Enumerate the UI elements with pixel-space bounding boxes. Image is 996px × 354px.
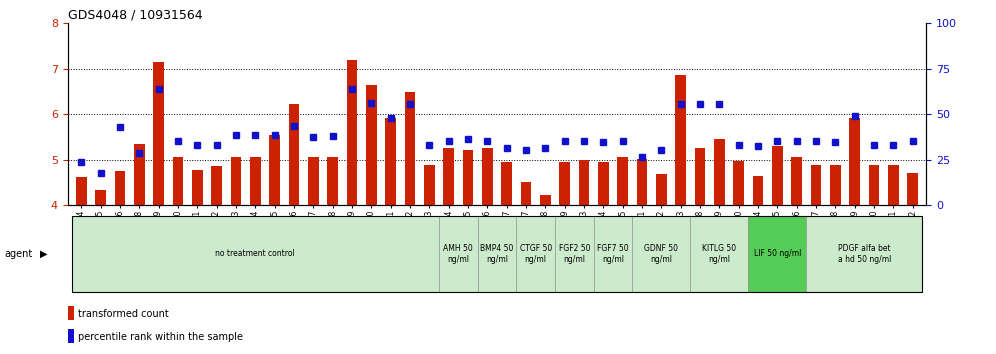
Text: FGF7 50
ng/ml: FGF7 50 ng/ml [598, 244, 628, 264]
Text: agent: agent [4, 249, 32, 259]
Bar [792, 158, 802, 205]
Text: GDNF 50
ng/ml: GDNF 50 ng/ml [644, 244, 678, 264]
Bar [482, 148, 493, 205]
Bar [443, 148, 454, 205]
Text: KITLG 50
ng/ml: KITLG 50 ng/ml [702, 244, 736, 264]
Bar [618, 158, 628, 205]
Bar [192, 170, 202, 205]
Text: AMH 50
ng/ml: AMH 50 ng/ml [443, 244, 473, 264]
Bar [869, 165, 879, 205]
Text: PDGF alfa bet
a hd 50 ng/ml: PDGF alfa bet a hd 50 ng/ml [838, 244, 891, 264]
Bar [540, 195, 551, 205]
Bar [366, 85, 376, 205]
Bar [211, 166, 222, 205]
Bar [753, 176, 763, 205]
Text: transformed count: transformed count [78, 309, 168, 319]
Bar [501, 162, 512, 205]
Bar [695, 148, 705, 205]
Bar [68, 306, 74, 320]
Bar [385, 118, 396, 205]
Bar [115, 171, 125, 205]
Text: GDS4048 / 10931564: GDS4048 / 10931564 [68, 9, 202, 22]
Bar [516, 216, 555, 292]
Bar [560, 162, 570, 205]
Bar [594, 216, 632, 292]
Bar [656, 174, 666, 205]
Bar [68, 329, 74, 343]
Bar [153, 62, 164, 205]
Bar [308, 158, 319, 205]
Text: LIF 50 ng/ml: LIF 50 ng/ml [754, 250, 801, 258]
Bar [772, 146, 783, 205]
Bar [439, 216, 478, 292]
Bar [748, 216, 807, 292]
Bar [424, 165, 434, 205]
Bar [632, 216, 690, 292]
Bar [907, 172, 918, 205]
Bar [690, 216, 748, 292]
Text: CTGF 50
ng/ml: CTGF 50 ng/ml [520, 244, 552, 264]
Bar [714, 139, 725, 205]
Text: percentile rank within the sample: percentile rank within the sample [78, 332, 243, 342]
Bar [172, 158, 183, 205]
Bar [269, 135, 280, 205]
Text: no treatment control: no treatment control [215, 250, 295, 258]
Bar [347, 61, 358, 205]
Bar [888, 165, 898, 205]
Bar [250, 158, 261, 205]
Bar [579, 160, 590, 205]
Bar [76, 177, 87, 205]
Bar [72, 216, 439, 292]
Bar [807, 216, 922, 292]
Bar [463, 150, 473, 205]
Bar [636, 159, 647, 205]
Bar [830, 165, 841, 205]
Bar [133, 144, 144, 205]
Bar [231, 158, 241, 205]
Bar [289, 104, 299, 205]
Text: FGF2 50
ng/ml: FGF2 50 ng/ml [559, 244, 590, 264]
Bar [850, 118, 861, 205]
Bar [404, 92, 415, 205]
Bar [733, 161, 744, 205]
Bar [478, 216, 516, 292]
Bar [555, 216, 594, 292]
Bar [811, 165, 822, 205]
Bar [675, 75, 686, 205]
Bar [598, 162, 609, 205]
Bar [328, 158, 338, 205]
Text: ▶: ▶ [40, 249, 48, 259]
Bar [96, 190, 106, 205]
Bar [521, 182, 531, 205]
Text: BMP4 50
ng/ml: BMP4 50 ng/ml [480, 244, 514, 264]
